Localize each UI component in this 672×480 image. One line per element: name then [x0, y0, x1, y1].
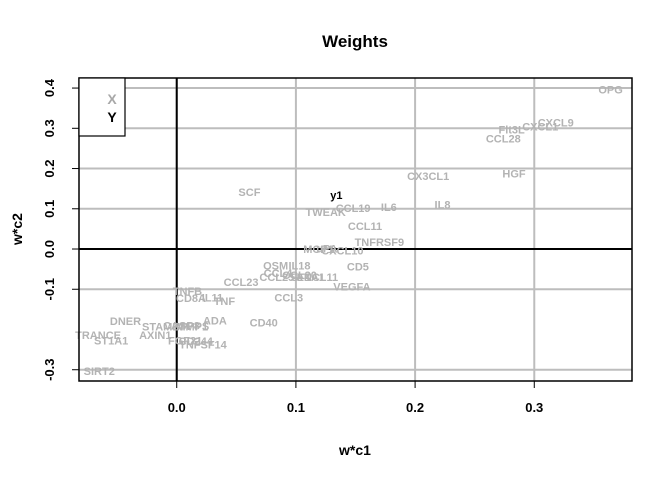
legend-label-y: Y — [107, 109, 117, 125]
y-tick-label: -0.1 — [42, 278, 57, 300]
point-label-cd5: CD5 — [347, 262, 369, 274]
point-label-tnfsf14: TNFSF14 — [179, 339, 228, 351]
point-label-il8: IL8 — [435, 199, 451, 211]
point-label-flt3l: Flt3L — [498, 125, 525, 137]
point-label-hgf: HGF — [502, 168, 526, 180]
point-label-cd40: CD40 — [250, 318, 278, 330]
point-label-casp8: CASP8 — [163, 320, 200, 332]
point-label-cxcl10: CXCL10 — [321, 246, 363, 258]
y-tick-label: 0.3 — [42, 119, 57, 137]
point-label-ccl3: CCL3 — [274, 293, 303, 305]
y-tick-label: 0.2 — [42, 159, 57, 177]
x-tick-label: 0.1 — [287, 400, 305, 415]
y-tick-label: 0.1 — [42, 200, 57, 218]
chart-title: Weights — [322, 32, 388, 51]
point-label-st1a1: ST1A1 — [94, 335, 128, 347]
point-label-ccl4: CCL4 — [264, 268, 294, 280]
point-label-pps: PPS — [187, 321, 209, 333]
x-tick-label: 0.3 — [525, 400, 543, 415]
point-label-ccl23: CCL23 — [224, 277, 259, 289]
point-label-tnf: TNF — [214, 296, 236, 308]
point-label-dner: DNER — [110, 316, 141, 328]
plot-frame — [78, 77, 633, 382]
point-label-ccl11: CCL11 — [348, 221, 382, 233]
point-label-il6: IL6 — [381, 202, 397, 214]
y-axis: 0.4 0.3 0.2 0.1 0.0 -0.1 -0.3 — [42, 78, 79, 381]
y-tick-label: 0.0 — [42, 240, 57, 258]
point-label-cd8a: CD8A — [176, 293, 206, 305]
point-label-cxcl1: CXCL1 — [522, 122, 558, 134]
point-label-sirt2: SIRT2 — [84, 366, 115, 378]
point-label-ccl25: CCL25 — [259, 272, 294, 284]
point-label-vegfa: VEGFA — [333, 281, 370, 293]
point-label-upa: uPA — [316, 244, 337, 256]
point-label-scf: SCF — [238, 187, 260, 199]
point-label-fgf21: FGF21 — [168, 335, 202, 347]
x-tick-label: 0.2 — [406, 400, 424, 415]
y-tick-label: -0.3 — [42, 359, 57, 381]
x-axis-label: w*c1 — [338, 442, 371, 458]
point-label-tweak: TWEAK — [306, 207, 346, 219]
point-label-ccl19: CCL19 — [336, 203, 371, 215]
point-label-cxcl9: CXCL9 — [538, 118, 574, 130]
point-label-ccl20: CCL20 — [282, 270, 317, 282]
point-label-mmp1: MMP1 — [176, 322, 208, 334]
point-label-ccl28: CCL28 — [486, 133, 521, 145]
y-tick-label: 0.4 — [42, 78, 57, 97]
y-axis-label: w*c2 — [9, 213, 25, 246]
point-label-mcp1: MCP1 — [303, 244, 334, 256]
point-label-encl11: ENCL11 — [297, 272, 339, 284]
reference-lines — [79, 78, 632, 381]
point-label-ada: ADA — [203, 316, 227, 328]
point-label-opg: OPG — [598, 84, 622, 96]
x-axis: 0.0 0.1 0.2 0.3 — [168, 381, 543, 415]
point-label-axin1: AXIN1 — [139, 330, 171, 342]
point-label-trance: TRANCE — [75, 330, 121, 342]
point-label-cx3cl1: CX3CL1 — [407, 171, 449, 183]
point-label-tnfrsf9: TNFRSF9 — [355, 237, 405, 249]
legend-box — [78, 77, 126, 137]
point-label-st1a1: ST1A1 — [291, 272, 325, 284]
x-tick-label: 0.0 — [168, 400, 186, 415]
point-label-tnfb: TNFB — [173, 286, 202, 298]
legend: X Y — [78, 77, 126, 137]
legend-label-x: X — [107, 91, 117, 107]
point-label-y1: y1 — [330, 190, 342, 202]
point-label-il18: IL18 — [288, 261, 310, 273]
point-label-stambp: STAMBP — [142, 322, 188, 334]
point-label-cd244: CD244 — [179, 336, 214, 348]
point-label-il11: IL11 — [202, 293, 223, 305]
point-label-osm: OSM — [263, 261, 288, 273]
